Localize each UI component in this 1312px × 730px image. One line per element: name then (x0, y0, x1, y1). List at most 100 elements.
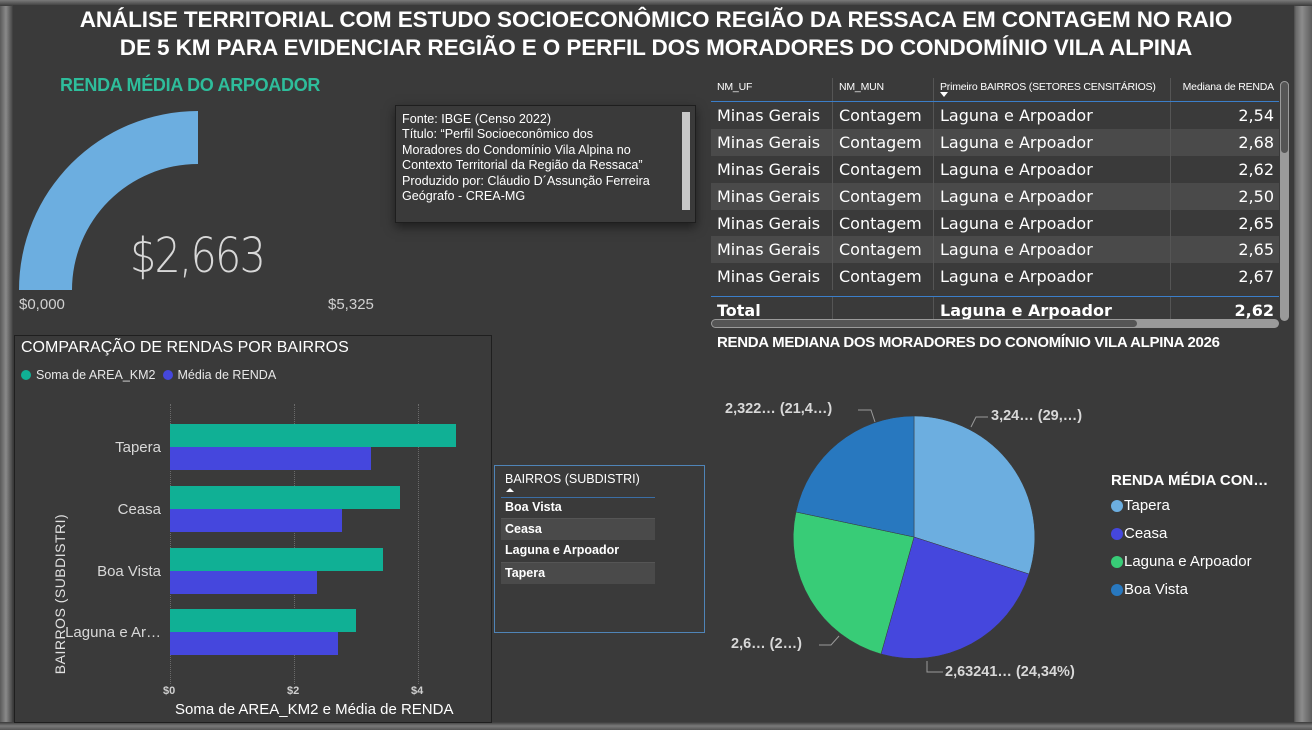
table-row[interactable]: Minas Gerais Contagem Laguna e Arpoador 2,6… (711, 155, 1279, 183)
pie-legend-item-ceasa[interactable]: Ceasa (1111, 525, 1167, 542)
pie-legend-item-boa-vista[interactable]: Boa Vista (1111, 581, 1188, 598)
table-header: NM_UF NM_MUN Primeiro BAIRROS (SETORES C… (711, 78, 1279, 102)
column-header-bairros-label: Primeiro BAIRROS (SETORES CENSITÁRIOS) (940, 81, 1156, 93)
pie-slice-tapera (913, 415, 1036, 575)
cell-uf: Minas Gerais (711, 102, 833, 129)
total-value: 2,62 (1234, 300, 1274, 320)
legend-label-area[interactable]: Soma de AREA_KM2 (36, 368, 156, 382)
cell-renda: 2,50 (1238, 186, 1274, 206)
sort-ascending-icon (506, 488, 514, 492)
cell-bairro: Laguna e Arpoador (934, 155, 1171, 183)
leader-line-tapera (970, 416, 988, 428)
textbox-scrollbar[interactable] (682, 112, 690, 210)
leader-line-laguna (819, 635, 840, 646)
cell-mun: Contagem (833, 182, 934, 210)
sort-descending-icon (940, 92, 948, 97)
pie-label-laguna: 2,6… (2…) (731, 636, 802, 652)
table-row[interactable]: Minas Gerais Contagem Laguna e Arpoador 2,5… (711, 102, 1279, 129)
legend-dot-renda-icon (162, 370, 173, 380)
pie-slice-boa-vista (795, 415, 915, 538)
table-horizontal-scroll-thumb[interactable] (712, 320, 1137, 327)
bar-chart-legend: Soma de AREA_KM2 Média de RENDA (21, 368, 276, 382)
legend-dot-tapera-icon (1111, 499, 1123, 512)
bar-chart-title: COMPARAÇÃO DE RENDAS POR BAIRROS (21, 339, 349, 356)
table-row[interactable]: Minas Gerais Contagem Laguna e Arpoador 2,6… (711, 263, 1279, 291)
total-mun (833, 297, 934, 324)
legend-label: Tapera (1124, 497, 1170, 514)
legend-dot-boa-vista-icon (1111, 583, 1123, 596)
table-row[interactable]: Minas Gerais Contagem Laguna e Arpoador 2,6… (711, 236, 1279, 264)
info-line: Geógrafo - CREA-MG (402, 189, 526, 204)
bar-renda-tapera[interactable] (170, 447, 371, 470)
table-total-row: Total Laguna e Arpoador 2,62 (711, 296, 1279, 324)
cell-mun: Contagem (833, 155, 934, 183)
legend-label: Ceasa (1124, 525, 1168, 542)
column-header-nm-mun[interactable]: NM_MUN (833, 78, 934, 101)
gauge-value: $2,663 (130, 228, 266, 284)
window-frame-bottom (0, 722, 1312, 730)
cell-uf: Minas Gerais (711, 209, 833, 237)
pie-label-boa-vista: 2,322… (21,4…) (725, 401, 833, 417)
slicer-title[interactable]: BAIRROS (SUBDISTRI) (505, 472, 640, 486)
legend-label-renda[interactable]: Média de RENDA (177, 368, 277, 382)
bar-area-laguna[interactable] (170, 609, 356, 632)
cell-bairro: Laguna e Arpoador (934, 128, 1171, 156)
cell-uf: Minas Gerais (711, 182, 833, 210)
table-row[interactable]: Minas Gerais Contagem Laguna e Arpoador 2,6… (711, 128, 1279, 156)
gauge-fill-arc (19, 111, 198, 290)
bar-area-tapera[interactable] (170, 424, 456, 447)
x-tick: $2 (287, 685, 300, 697)
page-title-line1: ANÁLISE TERRITORIAL COM ESTUDO SOCIOECON… (79, 7, 1233, 32)
slicer-item-tapera[interactable]: Tapera (501, 562, 655, 584)
info-line: Contexto Territorial da Região da Ressac… (402, 158, 643, 173)
gauge-max-label: $5,325 (328, 296, 374, 313)
gauge-chart[interactable] (0, 100, 400, 300)
cell-renda: 2,68 (1238, 132, 1274, 152)
cell-renda: 2,65 (1238, 213, 1274, 233)
legend-dot-area-icon (21, 370, 31, 380)
slicer-item-laguna[interactable]: Laguna e Arpoador (505, 543, 620, 557)
cell-renda: 2,54 (1238, 105, 1274, 125)
cell-uf: Minas Gerais (711, 155, 833, 183)
pie-label-ceasa: 2,63241… (24,34%) (945, 664, 1075, 680)
page-title: ANÁLISE TERRITORIAL COM ESTUDO SOCIOECON… (0, 6, 1312, 62)
y-axis-title: BAIRROS (SUBDISTRI) (52, 513, 68, 675)
slicer-item-ceasa[interactable]: Ceasa (501, 518, 655, 540)
table-vertical-scrollbar[interactable] (1280, 81, 1289, 321)
pie-chart[interactable] (705, 380, 1105, 700)
gridline (294, 404, 295, 684)
cell-renda: 2,62 (1238, 159, 1274, 179)
window-frame-top (0, 0, 1312, 6)
data-table: NM_UF NM_MUN Primeiro BAIRROS (SETORES C… (711, 78, 1279, 324)
source-info-textbox[interactable]: Fonte: IBGE (Censo 2022) Título: “Perfil… (395, 105, 696, 223)
column-header-nm-uf[interactable]: NM_UF (711, 78, 833, 101)
total-bairro: Laguna e Arpoador (934, 297, 1171, 324)
bar-area-ceasa[interactable] (170, 486, 400, 509)
table-row[interactable]: Minas Gerais Contagem Laguna e Arpoador 2,6… (711, 209, 1279, 237)
pie-legend-title: RENDA MÉDIA CON… (1111, 472, 1269, 489)
cell-bairro: Laguna e Arpoador (934, 236, 1171, 264)
bar-area-boa-vista[interactable] (170, 548, 383, 571)
info-line: Título: “Perfil Socioeconômico dos (402, 127, 594, 142)
table-horizontal-scrollbar[interactable] (711, 319, 1279, 328)
bar-renda-laguna[interactable] (170, 632, 338, 655)
legend-dot-ceasa-icon (1111, 527, 1123, 540)
table-vertical-scroll-thumb[interactable] (1280, 81, 1289, 154)
pie-legend-item-laguna[interactable]: Laguna e Arpoador (1111, 553, 1252, 570)
cell-mun: Contagem (833, 128, 934, 156)
page-title-line2: DE 5 KM PARA EVIDENCIAR REGIÃO E O PERFI… (119, 35, 1193, 60)
x-tick: $4 (411, 685, 424, 697)
slicer-item-boa-vista[interactable]: Boa Vista (505, 500, 562, 514)
bar-renda-ceasa[interactable] (170, 509, 342, 532)
legend-label: Laguna e Arpoador (1124, 553, 1252, 570)
slicer-divider (501, 497, 655, 498)
column-header-mediana-renda[interactable]: Mediana de RENDA (1182, 81, 1275, 93)
leader-line-boa-vista (858, 409, 876, 423)
bar-renda-boa-vista[interactable] (170, 571, 317, 594)
category-label-tapera: Tapera (115, 439, 161, 456)
table-row[interactable]: Minas Gerais Contagem Laguna e Arpoador 2,5… (711, 182, 1279, 210)
pie-legend-item-tapera[interactable]: Tapera (1111, 497, 1170, 514)
cell-mun: Contagem (833, 102, 934, 129)
column-header-bairros[interactable]: Primeiro BAIRROS (SETORES CENSITÁRIOS) (934, 78, 1171, 101)
legend-label: Boa Vista (1124, 581, 1188, 598)
